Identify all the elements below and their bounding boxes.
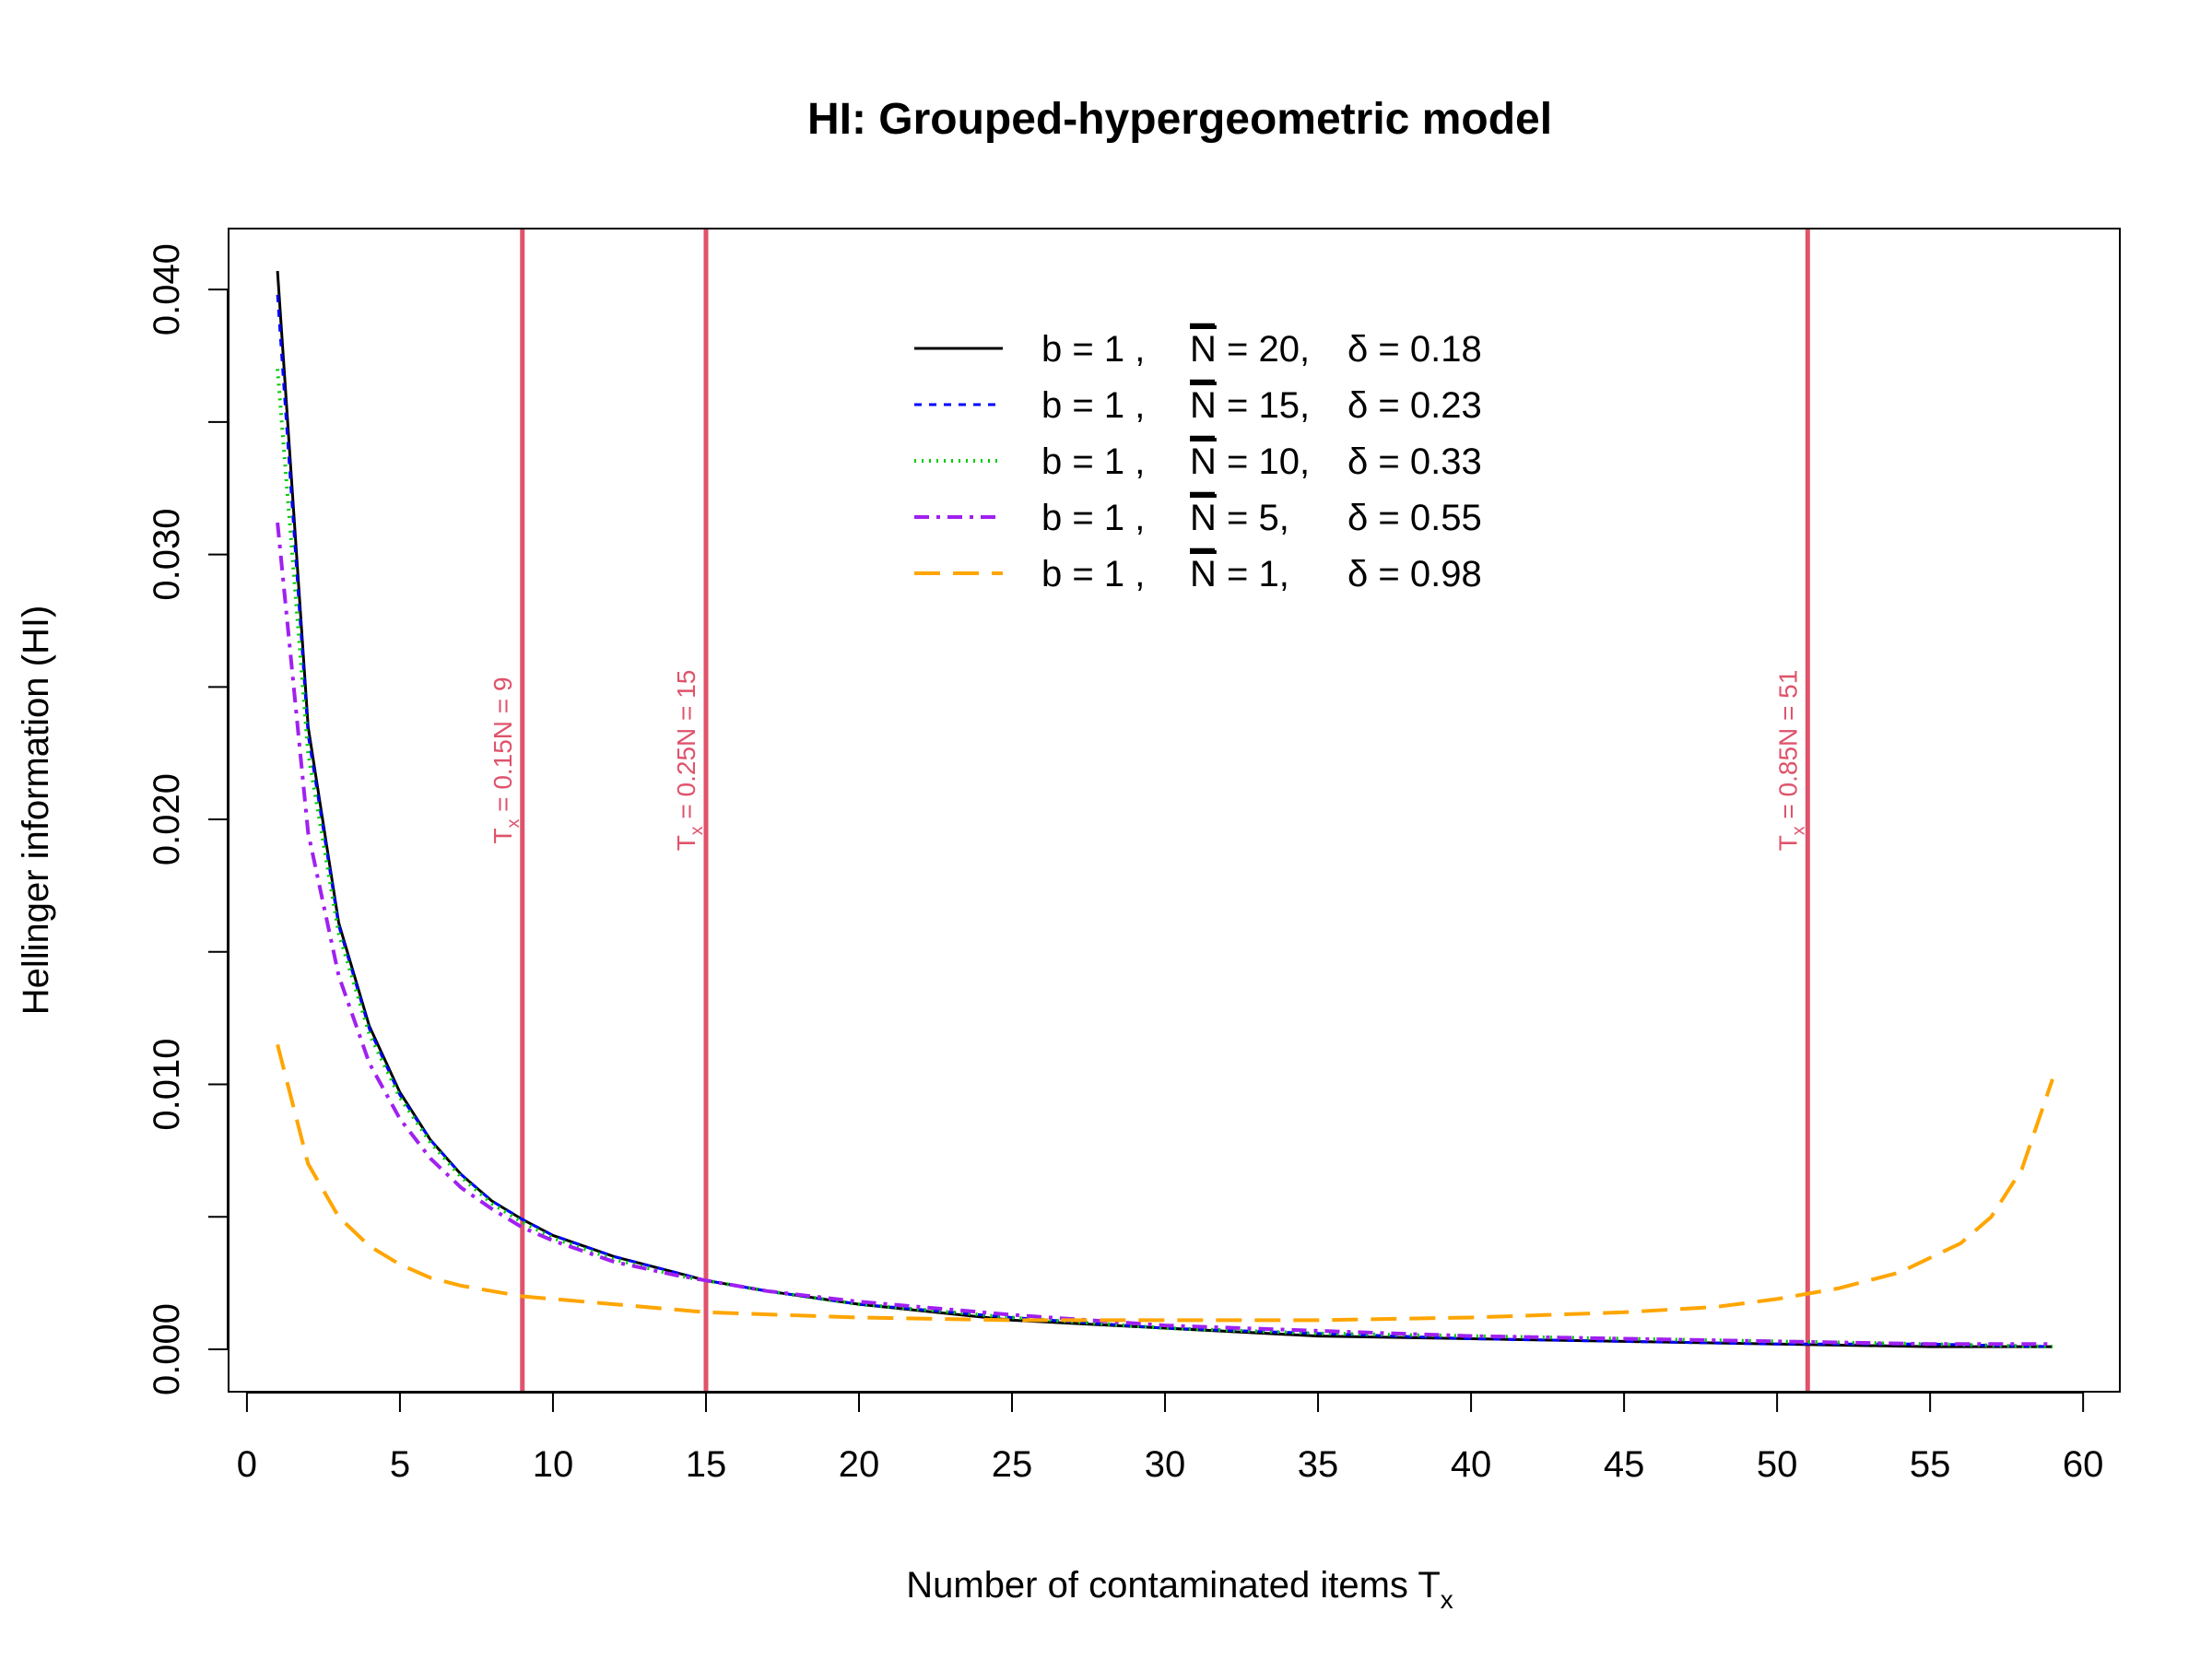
series-line-2 [276, 294, 2053, 1348]
legend-b-label: b = 1 , [1041, 498, 1145, 538]
legend-n-symbol: N [1190, 554, 1217, 594]
x-axis-title: Number of contaminated items Tx [906, 1565, 1453, 1614]
reference-line-label-value: = 0.25N = 15 [672, 670, 700, 827]
y-tick-label: 0.020 [147, 773, 187, 865]
legend-n-symbol: N [1190, 385, 1217, 426]
reference-line-label-subscript: x [1788, 826, 1808, 835]
series-line-4 [276, 522, 2053, 1347]
legend-n-label: N = 10, [1190, 441, 1310, 482]
reference-line-label-subscript: x [687, 826, 707, 835]
series-lines [276, 270, 2054, 1349]
legend: b = 1 , N = 20, δ = 0.18 b = 1 , N = 15, δ = … [914, 323, 1482, 594]
y-tick-label: 0.000 [147, 1303, 187, 1395]
y-axis: 0.000 0.010 0.020 0.030 0.040 [147, 243, 229, 1395]
legend-n-value: = 10, [1217, 441, 1310, 482]
reference-line-label-value: = 0.15N = 9 [488, 677, 517, 818]
reference-line-label-variable: T [488, 828, 517, 843]
legend-n-value: = 1, [1217, 554, 1289, 594]
legend-delta-label: δ = 0.98 [1347, 554, 1482, 594]
x-axis-title-subscript: x [1441, 1585, 1453, 1614]
reference-line-label: Tx = 0.15N = 9 [488, 677, 524, 843]
legend-n-value: = 15, [1217, 385, 1310, 426]
x-tick-label: 40 [1451, 1444, 1492, 1485]
legend-delta-label: δ = 0.18 [1347, 329, 1482, 370]
legend-b-label: b = 1 , [1041, 554, 1145, 594]
reference-line-label-subscript: x [503, 818, 524, 828]
legend-n-symbol: N [1190, 441, 1217, 482]
reference-line-label-variable: T [1773, 835, 1802, 851]
legend-b-label: b = 1 , [1041, 441, 1145, 482]
legend-n-symbol: N [1190, 498, 1217, 538]
x-tick-label: 10 [533, 1444, 574, 1485]
x-tick-label: 60 [2063, 1444, 2104, 1485]
x-tick-label: 35 [1298, 1444, 1339, 1485]
y-tick-label: 0.040 [147, 243, 187, 335]
legend-n-symbol: N [1190, 329, 1217, 370]
legend-n-label: N = 1, [1190, 554, 1289, 594]
series-line-5 [276, 1043, 2054, 1323]
x-tick-label: 45 [1604, 1444, 1645, 1485]
legend-b-label: b = 1 , [1041, 329, 1145, 370]
reference-line-label-value: = 0.85N = 51 [1773, 670, 1802, 827]
legend-n-value: = 20, [1217, 329, 1310, 370]
x-tick-label: 25 [992, 1444, 1033, 1485]
legend-n-value: = 5, [1217, 498, 1289, 538]
legend-n-label: N = 20, [1190, 329, 1310, 370]
legend-n-label: N = 5, [1190, 498, 1289, 538]
x-tick-label: 50 [1757, 1444, 1798, 1485]
reference-line-label-variable: T [672, 835, 700, 851]
series-line-3 [276, 369, 2053, 1349]
legend-n-label: N = 15, [1190, 385, 1310, 426]
legend-delta-label: δ = 0.55 [1347, 498, 1482, 538]
y-tick-label: 0.030 [147, 509, 187, 601]
legend-b-label: b = 1 , [1041, 385, 1145, 426]
x-tick-label: 55 [1910, 1444, 1951, 1485]
legend-delta-label: δ = 0.33 [1347, 441, 1482, 482]
y-axis-title: Hellinger information (HI) [16, 606, 56, 1016]
x-tick-label: 15 [686, 1444, 727, 1485]
legend-delta-label: δ = 0.23 [1347, 385, 1482, 426]
chart-title: HI: Grouped-hypergeometric model [807, 95, 1552, 144]
reference-line-label: Tx = 0.85N = 51 [1773, 670, 1808, 852]
x-tick-label: 0 [237, 1444, 257, 1485]
x-tick-label: 20 [839, 1444, 880, 1485]
x-axis-title-main: Number of contaminated items T [906, 1565, 1441, 1606]
y-tick-label: 0.010 [147, 1038, 187, 1130]
x-tick-label: 5 [390, 1444, 410, 1485]
reference-line-label: Tx = 0.25N = 15 [672, 670, 707, 852]
x-axis: 0 5 10 15 20 25 30 35 40 45 50 55 60 [237, 1392, 2104, 1485]
x-tick-label: 30 [1145, 1444, 1186, 1485]
